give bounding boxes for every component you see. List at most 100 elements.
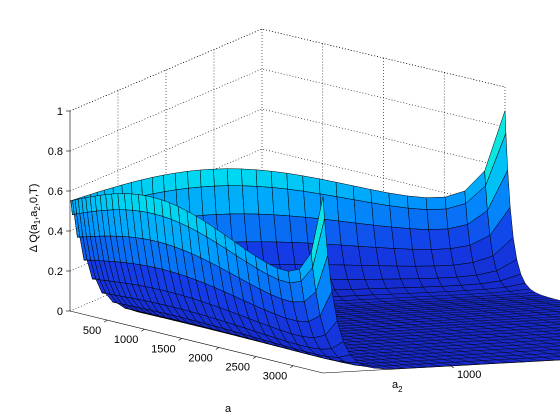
- surface-patch: [336, 196, 357, 224]
- surface-patch: [540, 306, 560, 310]
- surface-patch: [543, 330, 560, 334]
- surface-patch: [393, 248, 416, 267]
- surface-patch: [373, 224, 395, 249]
- surface-patch: [271, 187, 290, 217]
- surface-patch: [543, 345, 560, 350]
- surface-patch: [532, 353, 560, 358]
- surface-patch: [409, 228, 432, 250]
- surface-patch: [256, 186, 275, 216]
- surface-patch: [534, 316, 560, 321]
- surface-patch: [141, 177, 154, 197]
- x-axis-line: [69, 310, 324, 374]
- surface-patch: [450, 245, 474, 266]
- surface-mesh: [69, 110, 560, 374]
- surface-patch: [200, 185, 217, 216]
- z-tick-label: 0.4: [48, 226, 63, 238]
- surface-patch: [407, 195, 428, 210]
- surface-patch: [229, 213, 247, 243]
- surface-patch: [243, 213, 262, 243]
- y-tick-label: 1000: [457, 369, 481, 381]
- z-tick-label: 0.2: [48, 266, 63, 278]
- surface-patch: [552, 321, 560, 325]
- surface-patch: [242, 185, 260, 215]
- grid-z-line: [69, 68, 506, 152]
- surface-patch: [151, 174, 165, 195]
- surface-patch: [213, 168, 229, 187]
- z-label-prefix: Δ Q(a: [28, 223, 40, 252]
- surface-patch: [338, 220, 359, 247]
- x-tick: [215, 347, 219, 350]
- surface-patch: [389, 205, 411, 229]
- surface-patch: [407, 207, 430, 230]
- x-tick: [252, 356, 257, 359]
- y-axis-label-subscript: 2: [398, 385, 403, 394]
- surface-patch: [545, 302, 560, 306]
- surface-patch: [538, 300, 560, 304]
- z-tick-label: 1: [57, 106, 63, 118]
- surface-patch: [433, 264, 458, 279]
- z-tick-label: 0: [57, 306, 63, 318]
- surface-patch: [199, 168, 215, 188]
- surface-patch: [287, 268, 302, 284]
- z-label-sub1: 1: [33, 219, 42, 224]
- surface-patch: [286, 172, 304, 192]
- surface-patch: [552, 327, 560, 331]
- surface-patch: [255, 169, 273, 188]
- surface-patch: [214, 185, 231, 215]
- grid-z-line: [69, 28, 506, 112]
- surface-patch: [447, 224, 471, 249]
- x-tick-label: 1000: [114, 334, 138, 346]
- z-axis-label: Δ Q(a1,a2,0,T): [28, 184, 42, 253]
- surface-patch: [542, 324, 560, 329]
- surface-patch: [270, 170, 288, 190]
- surface-patch: [188, 186, 204, 217]
- surface-patch: [273, 214, 293, 243]
- grid-z-line: [69, 108, 506, 192]
- surface-patch: [258, 213, 277, 243]
- surface-patch: [371, 202, 392, 228]
- surface-patch: [241, 168, 258, 187]
- surface-patch: [428, 228, 451, 250]
- x-axis-label: a: [225, 403, 232, 415]
- surface-patch: [415, 265, 439, 279]
- y-tick: [450, 365, 455, 369]
- surface-patch: [535, 333, 560, 338]
- surface-patch: [553, 316, 560, 319]
- surface-patch: [533, 327, 560, 332]
- z-tick-label: 0.6: [48, 186, 63, 198]
- surface-patch: [289, 215, 309, 244]
- surface-patch: [548, 308, 560, 312]
- surface-patch: [396, 265, 420, 280]
- x-tick: [290, 365, 294, 368]
- x-tick-label: 3000: [263, 371, 287, 383]
- surface-patch: [227, 185, 245, 215]
- z-label-mid: ,a: [28, 210, 40, 220]
- x-tick: [104, 319, 108, 323]
- surface-patch: [287, 188, 306, 218]
- surface-patch: [174, 171, 189, 191]
- z-label-sub2: 2: [33, 206, 42, 211]
- surface-patch: [226, 168, 243, 187]
- surface-patch: [533, 322, 560, 326]
- surface-patch: [552, 304, 560, 307]
- surface-patch: [556, 339, 560, 341]
- x-tick-label: 500: [83, 325, 101, 337]
- z-label-suffix: ,0,T): [28, 184, 40, 207]
- surface-patch: [353, 199, 374, 226]
- surface-patch: [543, 356, 560, 361]
- y-axis-line: [322, 359, 560, 374]
- z-tick-label: 0.8: [48, 146, 63, 158]
- surface-patch: [453, 262, 477, 278]
- y-axis-label: a2: [392, 379, 403, 394]
- box-top-edge: [69, 28, 506, 112]
- surface-patch: [355, 222, 377, 248]
- surface-patch: [543, 318, 560, 323]
- surface-patch: [431, 248, 454, 267]
- surface-patch: [187, 169, 202, 189]
- x-tick: [141, 328, 145, 332]
- surface-patch: [536, 311, 560, 315]
- surface-patch: [554, 349, 560, 352]
- surface-patch: [545, 336, 560, 340]
